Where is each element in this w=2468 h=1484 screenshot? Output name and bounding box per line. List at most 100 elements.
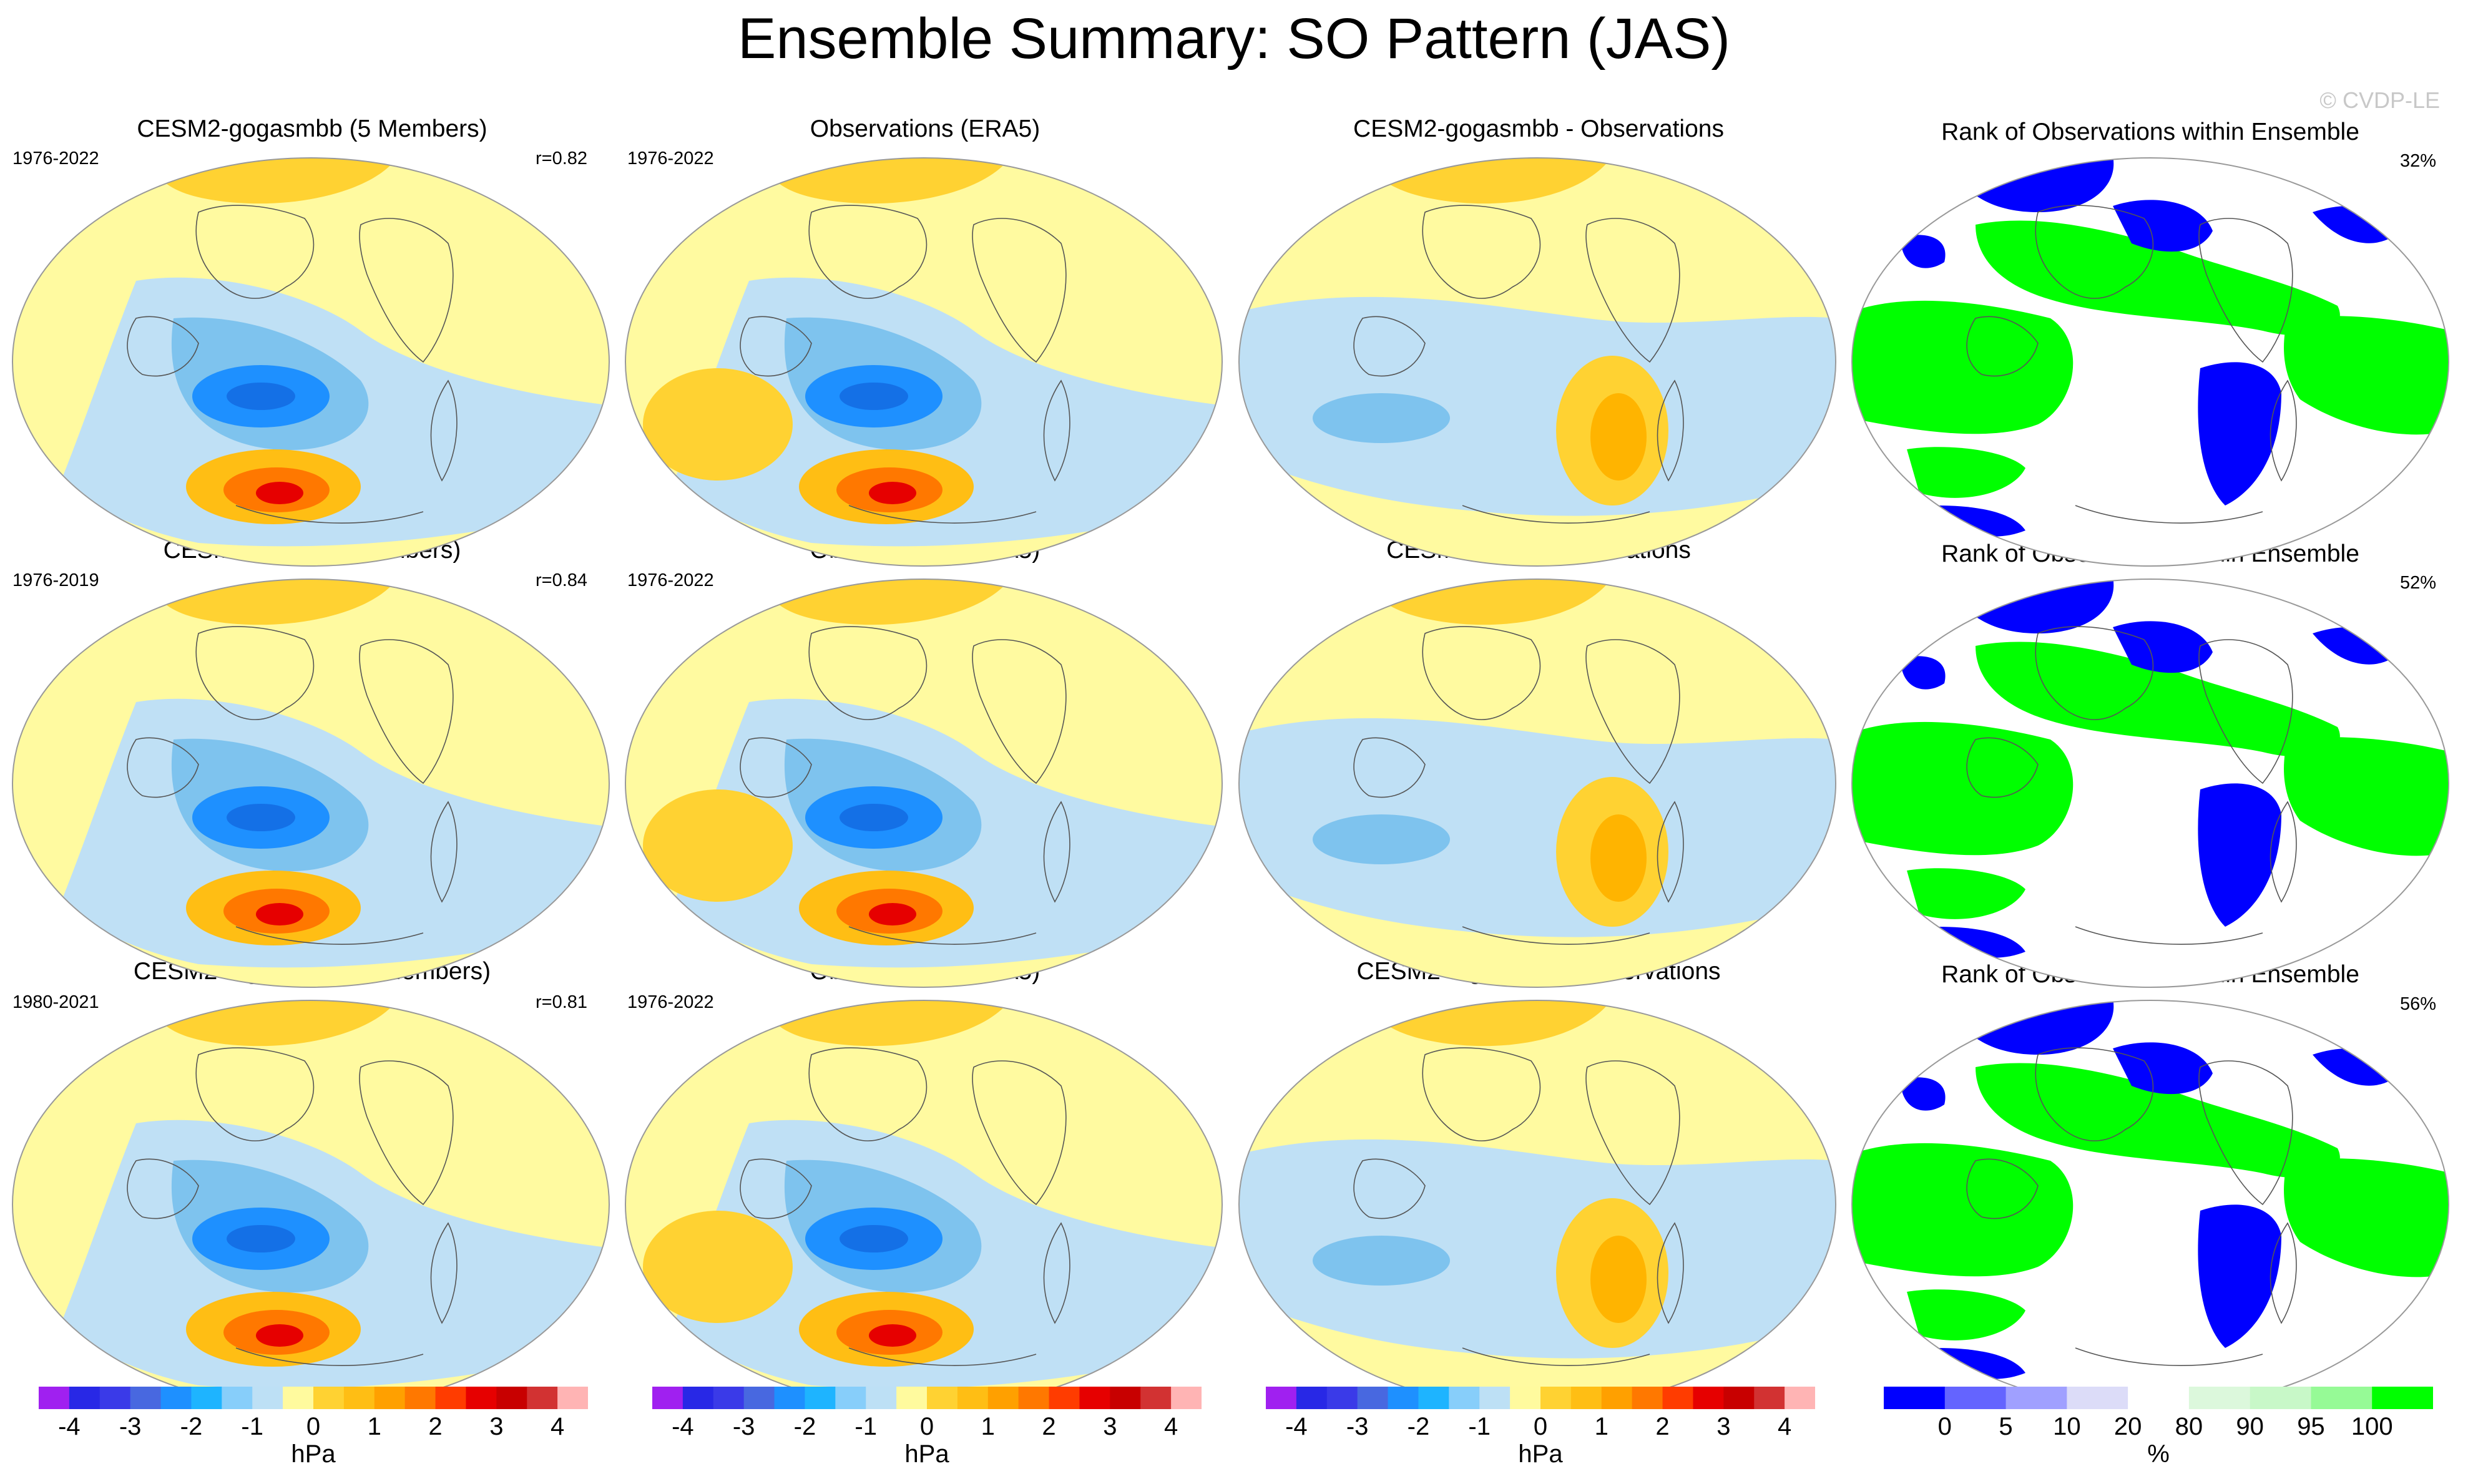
hpa-colorbar-1-swatch xyxy=(466,1387,497,1409)
rank-colorbar-swatch xyxy=(2311,1387,2373,1409)
rank-colorbar-tick-label: 5 xyxy=(1999,1413,2013,1440)
rank-colorbar-swatch xyxy=(2128,1387,2190,1409)
map-row3-model xyxy=(12,1000,610,1409)
hpa-colorbar-1-unit: hPa xyxy=(291,1440,336,1468)
rank-colorbar-tick-label: 0 xyxy=(1937,1413,1952,1440)
hpa-colorbar-2-swatch xyxy=(652,1387,683,1409)
hpa-colorbar-3-tick-label: -2 xyxy=(1407,1413,1430,1440)
hpa-colorbar-3-tick-label: -4 xyxy=(1285,1413,1308,1440)
hpa-colorbar-3-swatch xyxy=(1449,1387,1480,1409)
hpa-colorbar-3-unit: hPa xyxy=(1518,1440,1563,1468)
map-row2-diff xyxy=(1238,578,1836,988)
hpa-colorbar-1-swatch xyxy=(191,1387,222,1409)
map-row3-obs xyxy=(625,1000,1223,1409)
hpa-colorbar-3-swatch xyxy=(1785,1387,1815,1409)
rank-colorbar-unit: % xyxy=(2147,1440,2170,1468)
hpa-colorbar-3-swatch xyxy=(1632,1387,1663,1409)
hpa-colorbar-3-tick-label: 0 xyxy=(1533,1413,1548,1440)
map-row3-diff xyxy=(1238,1000,1836,1409)
row1-obs-years: 1976-2022 xyxy=(627,149,714,168)
hpa-colorbar-2-unit: hPa xyxy=(904,1440,949,1468)
hpa-colorbar-3-swatch xyxy=(1754,1387,1785,1409)
row3-obs-years: 1976-2022 xyxy=(627,992,714,1012)
rank-colorbar-tick-label: 90 xyxy=(2236,1413,2264,1440)
hpa-colorbar-1-swatch xyxy=(69,1387,100,1409)
hpa-colorbar-2-swatch xyxy=(682,1387,714,1409)
hpa-colorbar-2-swatch xyxy=(1018,1387,1050,1409)
hpa-colorbar-2-tick-label: -2 xyxy=(793,1413,816,1440)
hpa-colorbar-3-swatch xyxy=(1723,1387,1755,1409)
hpa-colorbar-2-swatch xyxy=(987,1387,1019,1409)
row1-rank-pct: 32% xyxy=(2400,151,2437,171)
hpa-colorbar-2-swatch xyxy=(1140,1387,1172,1409)
map-row3-rank xyxy=(1851,1000,2449,1409)
rank-colorbar-swatch xyxy=(2067,1387,2128,1409)
rank-colorbar-swatch xyxy=(1944,1387,2007,1409)
rank-colorbar-swatch xyxy=(2250,1387,2311,1409)
row1-obs-title: Observations (ERA5) xyxy=(810,115,1041,142)
hpa-colorbar-3-tick-label: 3 xyxy=(1716,1413,1731,1440)
hpa-colorbar-2-tick-label: 4 xyxy=(1163,1413,1178,1440)
hpa-colorbar-1 xyxy=(39,1387,588,1409)
hpa-colorbar-1-swatch xyxy=(283,1387,314,1409)
hpa-colorbar-3-swatch xyxy=(1601,1387,1633,1409)
hpa-colorbar-1-swatch xyxy=(130,1387,162,1409)
figure-title: Ensemble Summary: SO Pattern (JAS) xyxy=(737,7,1731,71)
hpa-colorbar-1-swatch xyxy=(404,1387,436,1409)
hpa-colorbar-1-swatch xyxy=(527,1387,558,1409)
row2-rank-pct: 52% xyxy=(2400,573,2437,593)
hpa-colorbar-2-tick-label: 2 xyxy=(1042,1413,1056,1440)
hpa-colorbar-1-tick-label: 4 xyxy=(550,1413,565,1440)
hpa-colorbar-3-swatch xyxy=(1693,1387,1724,1409)
rank-colorbar-tick-label: 10 xyxy=(2053,1413,2081,1440)
hpa-colorbar-3-swatch xyxy=(1418,1387,1449,1409)
hpa-colorbar-3-tick-label: -1 xyxy=(1468,1413,1491,1440)
hpa-colorbar-3-swatch xyxy=(1662,1387,1693,1409)
hpa-colorbar-1-swatch xyxy=(374,1387,406,1409)
hpa-colorbar-1-swatch xyxy=(343,1387,375,1409)
hpa-colorbar-1-swatch xyxy=(252,1387,283,1409)
hpa-colorbar-3-swatch xyxy=(1266,1387,1297,1409)
watermark: © CVDP-LE xyxy=(2319,87,2440,113)
hpa-colorbar-3-tick-label: 2 xyxy=(1655,1413,1670,1440)
hpa-colorbar-2-swatch xyxy=(774,1387,805,1409)
hpa-colorbar-2-tick-label: -3 xyxy=(732,1413,755,1440)
hpa-colorbar-2-tick-label: -4 xyxy=(672,1413,694,1440)
hpa-colorbar-1-tick-label: 1 xyxy=(367,1413,381,1440)
hpa-colorbar-2-swatch xyxy=(957,1387,989,1409)
hpa-colorbar-3-tick-label: -3 xyxy=(1346,1413,1369,1440)
hpa-colorbar-2-swatch xyxy=(743,1387,775,1409)
row3-model-years: 1980-2021 xyxy=(12,992,99,1012)
map-row1-rank xyxy=(1851,157,2449,567)
map-row1-model xyxy=(12,157,610,567)
hpa-colorbar-3-swatch xyxy=(1510,1387,1541,1409)
hpa-colorbar-3-swatch xyxy=(1479,1387,1511,1409)
hpa-colorbar-3-swatch xyxy=(1326,1387,1358,1409)
hpa-colorbar-2-swatch xyxy=(927,1387,958,1409)
hpa-colorbar-3-swatch xyxy=(1296,1387,1328,1409)
row1-model-years: 1976-2022 xyxy=(12,149,99,168)
row1-model-r: r=0.82 xyxy=(536,149,588,168)
row2-obs-years: 1976-2022 xyxy=(627,570,714,590)
hpa-colorbar-2-swatch xyxy=(713,1387,745,1409)
rank-colorbar-tick-label: 20 xyxy=(2113,1413,2142,1440)
rank-colorbar-tick-label: 95 xyxy=(2297,1413,2325,1440)
rank-colorbar-swatch xyxy=(2372,1387,2433,1409)
hpa-colorbar-1-swatch xyxy=(99,1387,131,1409)
rank-colorbar-tick-label: 80 xyxy=(2175,1413,2203,1440)
hpa-colorbar-2-swatch xyxy=(1171,1387,1202,1409)
hpa-colorbar-2-swatch xyxy=(896,1387,928,1409)
rank-colorbar-swatch xyxy=(2188,1387,2251,1409)
row2-model-years: 1976-2019 xyxy=(12,570,99,590)
rank-colorbar-swatch xyxy=(2005,1387,2067,1409)
hpa-colorbar-2 xyxy=(652,1387,1202,1409)
hpa-colorbar-3-tick-label: 4 xyxy=(1777,1413,1792,1440)
hpa-colorbar-1-swatch xyxy=(313,1387,345,1409)
hpa-colorbar-2-tick-label: 1 xyxy=(981,1413,995,1440)
hpa-colorbar-3-swatch xyxy=(1357,1387,1389,1409)
hpa-colorbar-1-swatch xyxy=(435,1387,466,1409)
hpa-colorbar-1-swatch xyxy=(222,1387,253,1409)
hpa-colorbar-3-swatch xyxy=(1388,1387,1419,1409)
hpa-colorbar-3-swatch xyxy=(1540,1387,1572,1409)
hpa-colorbar-2-swatch xyxy=(1049,1387,1080,1409)
